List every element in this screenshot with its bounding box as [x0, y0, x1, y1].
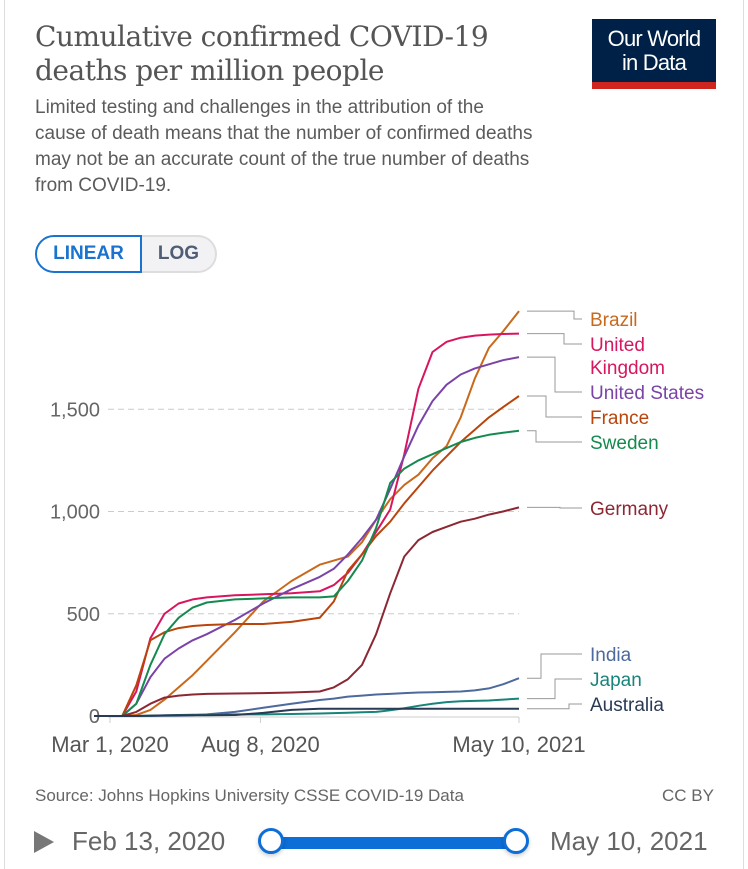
owid-logo[interactable]: Our World in Data [592, 19, 716, 89]
source-note[interactable]: Source: Johns Hopkins University CSSE CO… [35, 786, 464, 805]
license-link[interactable]: CC BY [662, 786, 714, 805]
label-connector [527, 310, 582, 320]
series-line-germany [94, 506, 520, 717]
y-tick-label: 1,500 [50, 399, 100, 421]
series-label-germany: Germany [590, 499, 669, 520]
scale-toggle: LINEAR LOG [35, 235, 217, 273]
series-label-line: Brazil [590, 310, 638, 331]
chart-title: Cumulative confirmed COVID-19 deaths per… [35, 20, 489, 87]
chart-frame [4, 0, 744, 869]
x-tick-label: Mar 1, 2020 [51, 732, 168, 757]
timeline-start-label: Feb 13, 2020 [72, 826, 226, 856]
series-label-line: Kingdom [590, 358, 665, 379]
series-line-australia [94, 707, 519, 717]
series-label-line: Australia [590, 695, 664, 716]
series-line-united-states [94, 356, 520, 717]
gridlines [108, 408, 519, 615]
series-line-united-kingdom [94, 332, 520, 717]
series-label-australia: Australia [590, 695, 664, 716]
series-label-line: United States [590, 383, 704, 404]
x-tick-label: May 10, 2021 [452, 732, 585, 757]
series-label-line: India [590, 645, 632, 666]
timeline-track[interactable] [272, 837, 517, 849]
y-tick-label: 1,000 [50, 502, 100, 524]
series-label-france: France [590, 408, 649, 429]
label-connector [527, 653, 582, 679]
series-line-brazil [94, 310, 520, 717]
series-label-line: France [590, 408, 649, 429]
series-label-line: Japan [590, 670, 642, 691]
timeline-end-label: May 10, 2021 [550, 826, 708, 856]
label-connector [527, 333, 582, 345]
label-connector [527, 395, 582, 418]
series-lines [94, 310, 520, 717]
logo-red-bar [592, 82, 716, 89]
chart-subtitle: Limited testing and challenges in the at… [35, 97, 533, 196]
series-label-japan: Japan [590, 670, 642, 691]
series-label-united-kingdom: United Kingdom [590, 335, 665, 379]
series-label-line: Germany [590, 499, 669, 520]
series-label-line: Sweden [590, 433, 659, 454]
timeline-start-handle[interactable] [258, 828, 284, 854]
logo-line-1: Our World [607, 26, 701, 51]
label-connector [527, 356, 582, 393]
series-label-sweden: Sweden [590, 433, 659, 454]
series-line-india [94, 677, 520, 717]
x-tick-label: Aug 8, 2020 [201, 732, 320, 757]
x-axis: Mar 1, 2020 Aug 8, 2020 May 10, 2021 [51, 716, 586, 757]
series-label-india: India [590, 645, 632, 666]
label-connector [527, 506, 582, 509]
label-connector [527, 430, 582, 443]
series-label-united-states: United States [590, 383, 704, 404]
label-connector [527, 703, 582, 710]
y-tick-label: 500 [67, 604, 100, 626]
logo-line-2: in Data [621, 50, 687, 75]
series-line-sweden [94, 429, 520, 717]
series-labels: Brazil United Kingdom United States France Sw… [527, 310, 704, 716]
label-connector [527, 678, 582, 700]
log-scale-button[interactable]: LOG [142, 235, 217, 273]
series-label-brazil: Brazil [590, 310, 638, 331]
play-icon[interactable] [34, 831, 54, 853]
series-label-line: United [590, 335, 645, 356]
timeline-end-handle[interactable] [503, 828, 529, 854]
linear-scale-button[interactable]: LINEAR [35, 235, 142, 273]
